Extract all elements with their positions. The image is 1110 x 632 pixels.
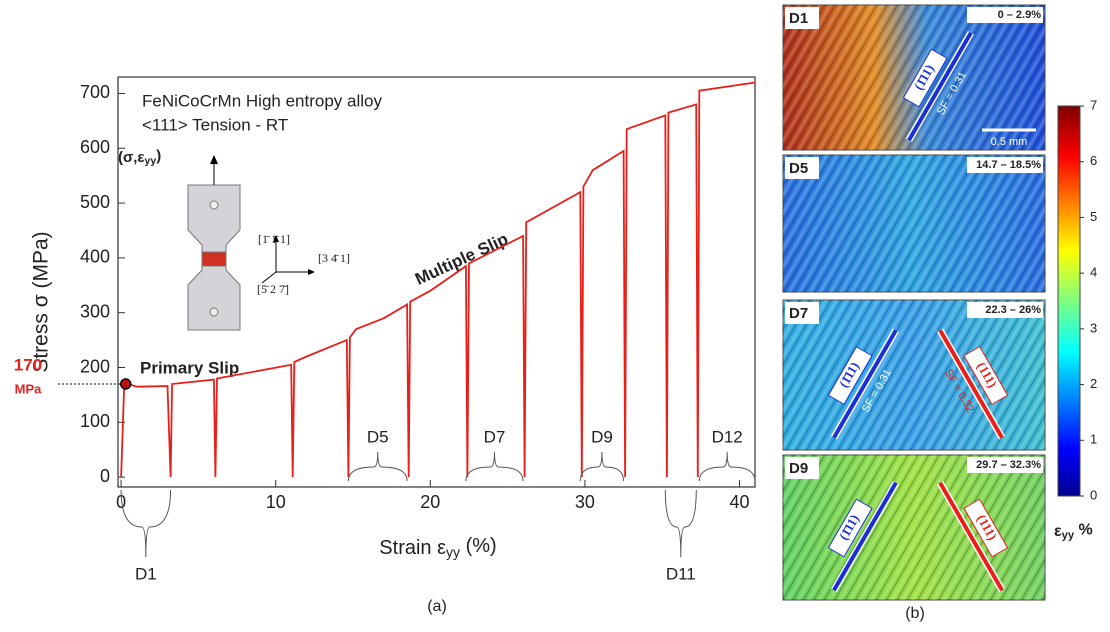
y-tick-label: 400 xyxy=(80,247,110,267)
annotation: Primary Slip xyxy=(140,358,239,377)
specimen xyxy=(187,155,315,331)
chart-title: FeNiCoCrMn High entropy alloy xyxy=(142,91,382,110)
stage-bracket xyxy=(120,489,172,558)
load-label-tail: ) xyxy=(156,148,161,165)
colorbar-label-main: ε xyxy=(1054,523,1062,540)
yield-label: 170 xyxy=(14,355,42,374)
colorbar-tick-label: 0 xyxy=(1090,487,1097,502)
direction-label: [5̄ 2 7̄] xyxy=(257,282,289,296)
stage-bracket xyxy=(465,451,524,482)
y-tick-label: 100 xyxy=(80,411,110,431)
colorbar-tick-label: 5 xyxy=(1090,209,1097,224)
map-range-box xyxy=(967,7,1043,23)
colorbar-label-sub: yy xyxy=(1062,529,1075,541)
colorbar-tick-label: 2 xyxy=(1090,376,1097,391)
x-tick-label: 30 xyxy=(575,492,595,512)
stage-label: D5 xyxy=(367,427,389,446)
plot-frame xyxy=(117,76,756,488)
stage-label: D7 xyxy=(484,427,506,446)
map-label-box xyxy=(785,7,819,29)
load-label-main: (σ,ε xyxy=(118,149,145,166)
annotation: Multiple Slip xyxy=(412,229,511,289)
trace-label-box xyxy=(963,498,1009,558)
stage-label: D11 xyxy=(666,564,696,583)
map-range-box xyxy=(967,302,1043,318)
trace-label-box xyxy=(827,346,873,405)
direction-label: [1̄ 1̄ 1] xyxy=(258,232,290,246)
colorbar-tick-label: 1 xyxy=(1090,432,1097,447)
colorbar xyxy=(1057,105,1081,497)
map-range: 22.3 – 26% xyxy=(985,304,1041,316)
stress-strain-curve xyxy=(120,81,756,478)
x-axis-label: Strain εyy (%) xyxy=(379,535,496,559)
map-label-box xyxy=(785,457,819,479)
trace-line xyxy=(938,481,1004,592)
y-axis-label: Stress σ (MPa) xyxy=(30,231,53,372)
map-range: 0 – 2.9% xyxy=(998,9,1042,21)
x-tick-label: 10 xyxy=(266,492,286,512)
y-tick-label: 700 xyxy=(80,82,110,102)
stage-label: D12 xyxy=(712,427,743,446)
caption: (a) xyxy=(427,598,447,615)
trace-label-box xyxy=(827,498,873,558)
x-axis-label-main: Strain ε xyxy=(379,537,446,559)
y-tick-label: 0 xyxy=(100,466,110,486)
y-tick-label: 600 xyxy=(80,137,110,157)
scale-bar-label: 0.5 mm xyxy=(991,136,1028,148)
stage-bracket xyxy=(579,451,625,482)
trace-label-box xyxy=(902,48,948,108)
y-tick-label: 500 xyxy=(80,192,110,212)
trace-line xyxy=(938,329,1004,439)
colorbar-tick-label: 7 xyxy=(1090,97,1097,112)
colorbar-tick-label: 6 xyxy=(1090,153,1097,168)
colorbar-label-tail: % xyxy=(1074,522,1093,539)
strain-map-texture xyxy=(783,300,1045,450)
stage-bracket xyxy=(347,451,408,482)
trace-label-box xyxy=(963,346,1009,405)
stage-bracket xyxy=(698,451,756,482)
caption: (b) xyxy=(905,605,925,622)
chart-title: <111> Tension - RT xyxy=(142,115,288,134)
map-label: D5 xyxy=(789,160,808,177)
x-tick-label: 20 xyxy=(420,492,440,512)
map-range: 29.7 – 32.3% xyxy=(976,459,1041,471)
load-label: (σ,εyy) xyxy=(118,148,161,167)
map-label: D7 xyxy=(789,305,808,322)
y-tick-label: 200 xyxy=(80,356,110,376)
yield-point xyxy=(119,378,132,390)
colorbar-tick-label: 4 xyxy=(1090,265,1097,280)
map-label: D1 xyxy=(789,10,808,27)
map-range-box xyxy=(967,457,1043,473)
colorbar-label: εyy % xyxy=(1054,522,1093,542)
trace-line xyxy=(832,481,898,592)
strain-map-texture xyxy=(783,155,1045,292)
map-label-box xyxy=(785,302,819,324)
x-axis-label-tail: (%) xyxy=(460,535,497,557)
x-axis-label-sub: yy xyxy=(446,544,460,560)
x-tick-label: 40 xyxy=(730,492,750,512)
yield-unit: MPa xyxy=(15,381,43,396)
x-tick-label: 0 xyxy=(116,492,126,512)
trace-line xyxy=(832,329,898,439)
direction-label: [3 4̄ 1] xyxy=(318,251,350,265)
stage-label: D1 xyxy=(135,564,157,583)
load-label-sub: yy xyxy=(145,155,157,167)
trace-line xyxy=(907,31,973,142)
map-range: 14.7 – 18.5% xyxy=(976,159,1041,171)
map-label-box xyxy=(785,157,819,179)
strain-map-texture xyxy=(783,455,1045,600)
map-range-box xyxy=(967,157,1043,173)
colorbar-tick-label: 3 xyxy=(1090,320,1097,335)
stage-bracket xyxy=(664,489,697,558)
y-tick-label: 300 xyxy=(80,301,110,321)
stage-label: D9 xyxy=(591,427,613,446)
map-label: D9 xyxy=(789,460,808,477)
